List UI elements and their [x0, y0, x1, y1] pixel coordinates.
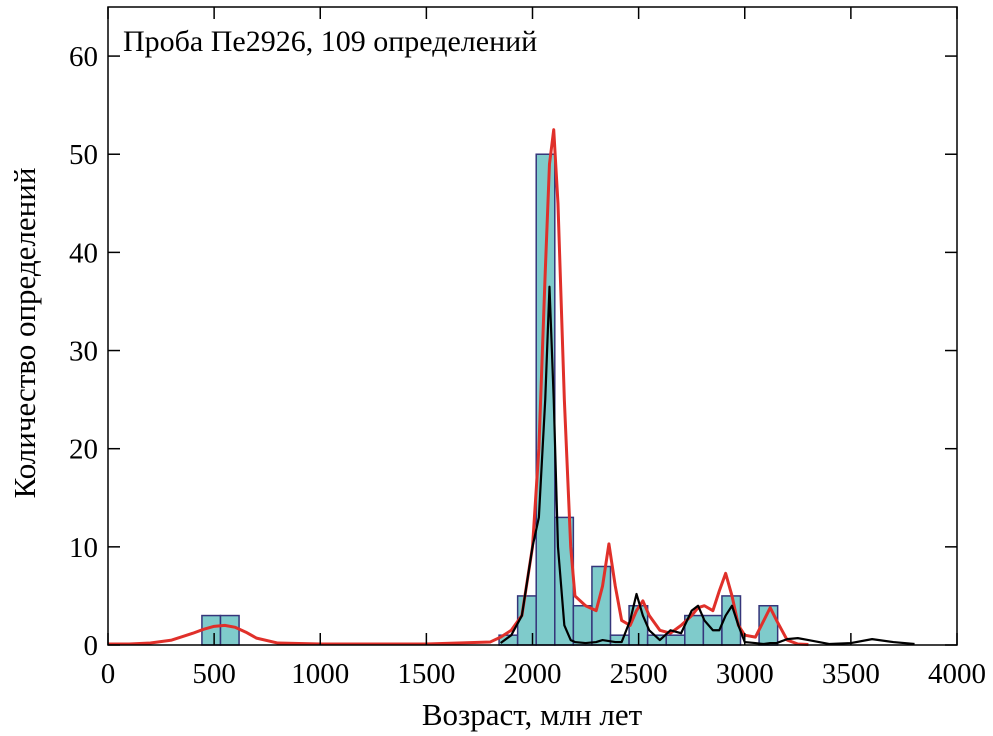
x-axis-label: Возраст, млн лет	[422, 697, 643, 732]
y-axis-label: Количество определений	[7, 168, 42, 499]
density-line	[108, 128, 809, 647]
y-tick-label: 20	[69, 434, 98, 466]
x-tick-label: 3000	[716, 658, 774, 690]
y-tick-label: 50	[69, 139, 98, 171]
x-tick-label: 4000	[928, 658, 986, 690]
y-tick-label: 60	[69, 41, 98, 73]
histogram-bar	[609, 634, 630, 646]
chart-title: Проба Пе2926, 109 определений	[123, 25, 537, 58]
x-tick-label: 3500	[822, 658, 880, 690]
histogram-bar	[219, 614, 240, 646]
y-tick-label: 30	[69, 336, 98, 368]
y-tick-label: 0	[84, 630, 99, 662]
y-tick-label: 40	[69, 237, 98, 269]
x-tick-label: 1000	[291, 658, 349, 690]
histogram-bar	[665, 634, 686, 646]
x-tick-label: 2500	[610, 658, 668, 690]
density-line	[500, 285, 915, 646]
x-tick-label: 500	[192, 658, 236, 690]
x-tick-label: 1500	[397, 658, 455, 690]
histogram-bar	[572, 604, 593, 646]
x-tick-label: 0	[101, 658, 116, 690]
histogram-bar	[591, 565, 612, 646]
y-tick-label: 10	[69, 532, 98, 564]
x-tick-label: 2000	[504, 658, 562, 690]
